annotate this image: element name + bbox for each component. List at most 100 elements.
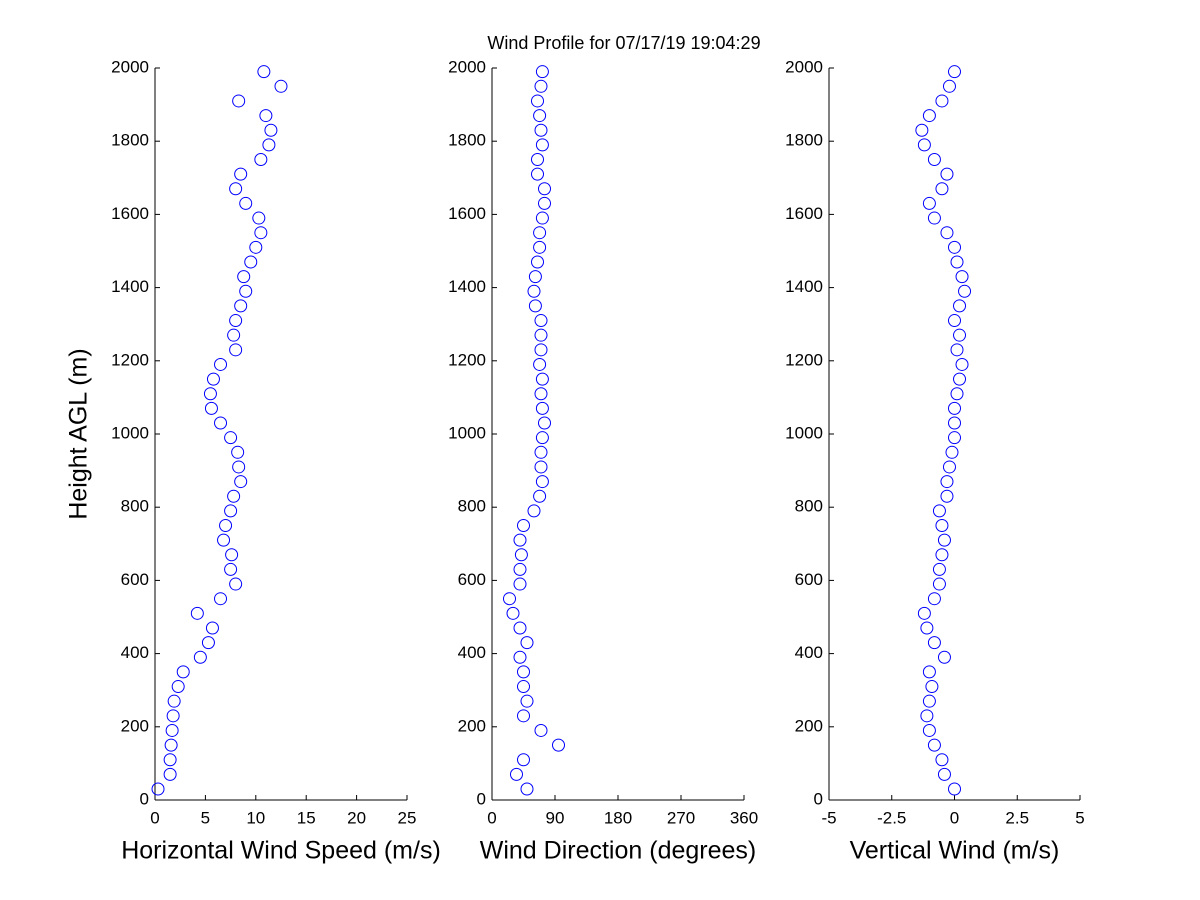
- point: [915, 123, 929, 137]
- point: [948, 431, 961, 445]
- point: [252, 211, 266, 225]
- x-tick-label: 0: [487, 808, 496, 827]
- point: [932, 504, 946, 518]
- x-tick-label: 5: [201, 808, 210, 827]
- point: [948, 314, 961, 328]
- point: [535, 211, 549, 225]
- y-tick-label: 1000: [785, 423, 823, 442]
- y-tick-label: 1200: [111, 350, 149, 369]
- y-tick-label: 2000: [448, 57, 486, 76]
- point: [201, 636, 215, 650]
- x-tick-label: -5: [821, 808, 836, 827]
- point: [165, 723, 179, 737]
- y-tick-label: 1800: [448, 131, 486, 150]
- point: [950, 387, 964, 401]
- point: [533, 226, 547, 240]
- point: [262, 138, 276, 152]
- point: [935, 94, 949, 108]
- point: [534, 343, 548, 357]
- point: [264, 123, 278, 137]
- point: [517, 680, 530, 694]
- point: [937, 533, 951, 547]
- point: [922, 665, 936, 679]
- point: [948, 782, 961, 796]
- y-tick-label: 200: [121, 716, 149, 735]
- point: [534, 123, 548, 137]
- x-tick-label: 2.5: [1005, 808, 1029, 827]
- point: [531, 153, 544, 166]
- point: [234, 299, 248, 313]
- point: [955, 270, 969, 284]
- point: [534, 723, 548, 737]
- point: [953, 299, 967, 313]
- y-axis-label: Height AGL (m): [65, 348, 93, 519]
- point: [517, 709, 530, 723]
- y-tick-label: 1800: [111, 131, 149, 150]
- point: [520, 782, 534, 796]
- point: [163, 753, 177, 767]
- y-tick-label: 0: [140, 789, 149, 808]
- point: [535, 401, 549, 415]
- point: [224, 431, 238, 445]
- point: [534, 460, 548, 474]
- point: [219, 519, 233, 532]
- point: [203, 387, 217, 401]
- point: [932, 562, 946, 576]
- point: [517, 519, 530, 532]
- point: [920, 709, 934, 723]
- point: [176, 665, 190, 679]
- y-tick-label: 1000: [111, 423, 149, 442]
- y-tick-label: 1200: [448, 350, 486, 369]
- point: [151, 782, 165, 796]
- point: [958, 284, 972, 298]
- y-tick-label: 400: [795, 643, 823, 662]
- point: [533, 489, 547, 503]
- point: [925, 680, 939, 694]
- y-tick-label: 1600: [111, 204, 149, 223]
- x-tick-label: 0: [150, 808, 159, 827]
- point: [922, 694, 936, 708]
- y-tick-label: 1600: [785, 204, 823, 223]
- x-tick-label: 270: [667, 808, 695, 827]
- point: [513, 650, 527, 664]
- point: [527, 504, 541, 518]
- point: [214, 357, 228, 371]
- point: [552, 738, 565, 752]
- point: [955, 357, 969, 371]
- y-tick-label: 600: [458, 570, 486, 589]
- point: [534, 387, 548, 401]
- x-axis-label: Wind Direction (degrees): [480, 837, 757, 865]
- point: [535, 138, 549, 152]
- y-tick-label: 0: [477, 789, 486, 808]
- point: [533, 109, 547, 123]
- point: [244, 255, 258, 269]
- point: [274, 79, 288, 93]
- point: [227, 328, 241, 342]
- point: [948, 65, 961, 79]
- point: [531, 94, 544, 108]
- point: [239, 196, 253, 210]
- point: [520, 694, 534, 708]
- point: [239, 284, 253, 298]
- point: [190, 606, 204, 620]
- point: [922, 196, 936, 210]
- point: [940, 226, 954, 240]
- point: [927, 211, 941, 225]
- point: [204, 401, 218, 415]
- point: [935, 548, 949, 562]
- point: [517, 753, 530, 767]
- x-tick-label: 15: [297, 808, 316, 827]
- point: [535, 65, 549, 79]
- point: [259, 109, 273, 123]
- point: [514, 548, 528, 562]
- point: [254, 226, 268, 240]
- x-tick-label: 0: [950, 808, 959, 827]
- y-tick-label: 2000: [111, 57, 149, 76]
- point: [953, 328, 967, 342]
- point: [167, 694, 181, 708]
- point: [531, 167, 544, 181]
- point: [950, 255, 964, 269]
- y-tick-label: 1400: [785, 277, 823, 296]
- point: [510, 767, 523, 781]
- point: [249, 240, 263, 254]
